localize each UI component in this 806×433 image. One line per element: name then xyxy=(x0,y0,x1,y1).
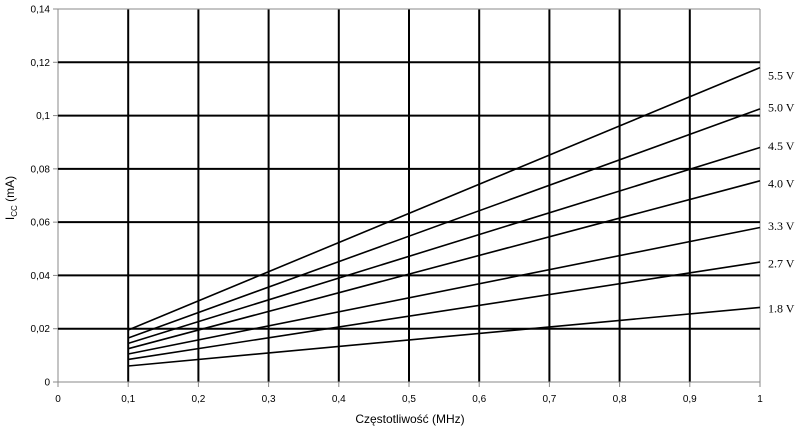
series-line xyxy=(127,146,761,345)
series-line xyxy=(128,306,761,367)
x-tick-label: 0 xyxy=(55,394,61,405)
x-tick-label: 0,6 xyxy=(472,394,486,405)
grid xyxy=(53,8,761,387)
series-label: 2.7 V xyxy=(768,256,795,270)
y-axis-title-main: I xyxy=(3,217,17,220)
x-tick-label: 0,4 xyxy=(332,394,346,405)
series-label: 4.0 V xyxy=(768,177,795,191)
series-labels: 5.5 V 5.0 V 4.5 V 4.0 V 3.3 V 2.7 V 1.8 V xyxy=(768,69,795,316)
y-tick-label: 0,02 xyxy=(31,324,51,335)
x-tick-label: 1 xyxy=(757,394,763,405)
x-tick-label: 0,1 xyxy=(121,394,135,405)
series-label: 4.5 V xyxy=(768,139,795,153)
y-tick-label: 0,12 xyxy=(31,58,51,69)
y-tick-label: 0,14 xyxy=(31,5,51,16)
series-line xyxy=(128,226,761,355)
series-lines xyxy=(127,66,761,367)
series-line xyxy=(127,66,761,331)
x-tick-label: 0,2 xyxy=(191,394,205,405)
series-line xyxy=(127,180,761,350)
x-tick-label: 0,7 xyxy=(542,394,556,405)
y-axis-title-unit: (mA) xyxy=(3,176,17,205)
series-label: 1.8 V xyxy=(768,302,795,316)
y-tick-label: 0,04 xyxy=(31,271,51,282)
x-tick-label: 0,5 xyxy=(402,394,416,405)
y-tick-label: 0,08 xyxy=(31,164,51,175)
y-tick-label: 0 xyxy=(44,378,50,389)
series-label: 5.0 V xyxy=(768,101,795,115)
y-axis-title-sub: CC xyxy=(10,205,19,217)
x-tick-label: 0,3 xyxy=(262,394,276,405)
y-axis-title: ICC (mA) xyxy=(3,176,19,220)
y-tick-label: 0,06 xyxy=(31,218,51,229)
x-axis-title: Częstotliwość (MHz) xyxy=(355,412,464,426)
series-label: 3.3 V xyxy=(768,219,795,233)
tick-labels: 0 0,1 0,2 0,3 0,4 0,5 0,6 0,7 0,8 0,9 1 0 0,02 0,04 0,… xyxy=(31,5,764,406)
series-label: 5.5 V xyxy=(768,69,795,83)
series-line xyxy=(127,108,761,339)
y-tick-label: 0,1 xyxy=(36,111,50,122)
x-tick-label: 0,9 xyxy=(683,394,697,405)
series-line xyxy=(128,261,761,361)
x-tick-label: 0,8 xyxy=(613,394,627,405)
